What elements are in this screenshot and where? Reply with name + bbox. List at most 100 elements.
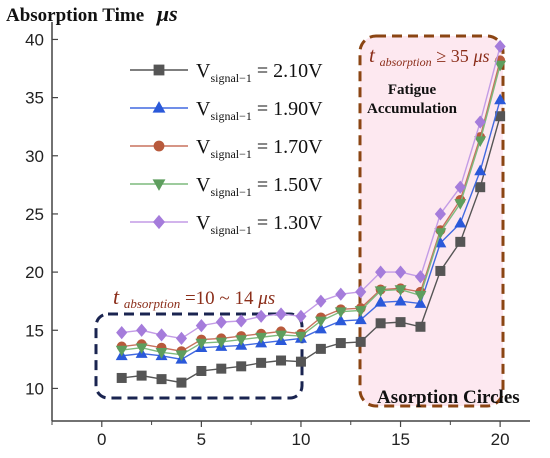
data-point bbox=[355, 285, 367, 299]
legend-marker bbox=[152, 179, 166, 191]
data-point bbox=[394, 285, 407, 296]
data-point bbox=[116, 372, 127, 383]
data-point bbox=[334, 314, 347, 326]
data-point bbox=[255, 309, 267, 323]
y-tick-label: 40 bbox=[25, 30, 44, 49]
data-point bbox=[375, 265, 387, 279]
legend-label: Vsignal−1 = 1.30V bbox=[196, 212, 323, 237]
data-point bbox=[195, 338, 208, 350]
data-point bbox=[235, 335, 248, 346]
normal-region-label-t: t bbox=[113, 284, 120, 309]
x-tick-label: 5 bbox=[197, 430, 206, 449]
data-point bbox=[115, 345, 128, 357]
data-point bbox=[136, 370, 147, 381]
legend-label-sub: signal−1 bbox=[210, 147, 251, 161]
data-point bbox=[454, 216, 467, 228]
legend-entry: Vsignal−1 = 1.30V bbox=[130, 212, 323, 237]
x-tick-label: 20 bbox=[491, 430, 510, 449]
legend-label: Vsignal−1 = 1.70V bbox=[196, 136, 323, 161]
data-point bbox=[175, 331, 188, 346]
data-point bbox=[276, 355, 287, 366]
data-point bbox=[494, 93, 507, 105]
data-point bbox=[474, 136, 487, 147]
data-point bbox=[414, 291, 427, 302]
data-point bbox=[395, 317, 406, 328]
legend-label: Vsignal−1 = 2.10V bbox=[196, 60, 323, 85]
legend-marker bbox=[152, 214, 166, 230]
data-point bbox=[295, 356, 306, 367]
data-point bbox=[255, 332, 268, 344]
data-point bbox=[355, 336, 366, 347]
x-tick-label: 10 bbox=[291, 430, 310, 449]
data-point bbox=[374, 286, 387, 298]
normal-region-label-sub: absorption bbox=[124, 296, 180, 311]
data-point bbox=[315, 343, 326, 354]
legend-label: Vsignal−1 = 1.90V bbox=[196, 98, 323, 123]
x-tick-label: 0 bbox=[97, 430, 106, 449]
legend-label-v: V bbox=[196, 60, 211, 82]
data-point bbox=[494, 39, 506, 54]
data-point bbox=[474, 164, 487, 176]
legend-marker bbox=[153, 64, 165, 76]
data-point bbox=[215, 315, 227, 329]
axes: 10 15 20 25 30 35 40 0 5 10 15 20 bbox=[25, 22, 530, 449]
data-point bbox=[394, 265, 407, 279]
data-point bbox=[335, 338, 346, 349]
normal-region-label-unit: μs bbox=[257, 288, 275, 309]
legend-entry: Vsignal−1 = 1.70V bbox=[130, 136, 323, 161]
normal-region-box bbox=[94, 312, 304, 400]
data-point bbox=[155, 348, 168, 359]
normal-region-label: t absorption =10 ~ 14 μs bbox=[113, 284, 275, 313]
data-point bbox=[394, 294, 407, 306]
legend-label-sub: signal−1 bbox=[210, 223, 251, 237]
x-axis-title: Asorption Circles bbox=[377, 387, 520, 408]
legend-label-v: V bbox=[196, 136, 211, 158]
legend-entry: Vsignal−1 = 2.10V bbox=[130, 60, 323, 85]
fatigue-region-label-unit: μs bbox=[473, 46, 490, 66]
legend-label-value: = 1.50V bbox=[252, 174, 323, 196]
data-point bbox=[435, 265, 446, 276]
legend-marker bbox=[153, 140, 165, 152]
data-point bbox=[135, 343, 148, 355]
data-point bbox=[454, 199, 467, 210]
series-1 bbox=[116, 111, 506, 388]
data-point bbox=[375, 318, 386, 329]
fatigue-region-box bbox=[358, 34, 505, 408]
normal-region-label-value: =10 ~ 14 bbox=[185, 288, 254, 309]
data-point bbox=[475, 182, 486, 193]
data-point bbox=[116, 325, 128, 340]
legend-label-value: = 1.70V bbox=[252, 136, 323, 158]
data-point bbox=[494, 60, 507, 72]
data-point bbox=[474, 115, 486, 129]
data-point bbox=[314, 322, 327, 334]
y-tick-label: 15 bbox=[25, 321, 44, 340]
y-tick-label: 25 bbox=[25, 205, 44, 224]
data-point bbox=[136, 323, 148, 337]
data-point bbox=[175, 350, 188, 362]
data-point bbox=[315, 294, 327, 308]
data-point bbox=[374, 296, 387, 307]
data-point bbox=[354, 313, 367, 325]
data-point bbox=[354, 306, 367, 317]
data-point bbox=[295, 309, 307, 323]
series-layer bbox=[115, 39, 507, 388]
y-tick-label: 10 bbox=[25, 379, 44, 398]
y-tick-label: 35 bbox=[25, 89, 44, 108]
legend-label-sub: signal−1 bbox=[210, 185, 251, 199]
data-point bbox=[415, 321, 426, 332]
data-point bbox=[196, 365, 207, 376]
data-point bbox=[155, 328, 168, 342]
y-tick-label: 20 bbox=[25, 263, 44, 282]
data-point bbox=[176, 377, 187, 388]
legend-label-value: = 1.90V bbox=[252, 98, 323, 120]
data-point bbox=[256, 357, 267, 368]
data-point bbox=[434, 228, 447, 239]
y-axis-title-unit: μs bbox=[156, 1, 178, 26]
series-5 bbox=[116, 39, 506, 346]
data-point bbox=[454, 180, 466, 194]
data-point bbox=[294, 331, 307, 343]
fatigue-region-label: t absorption ≥ 35 μs bbox=[369, 43, 490, 71]
data-point bbox=[334, 307, 347, 318]
